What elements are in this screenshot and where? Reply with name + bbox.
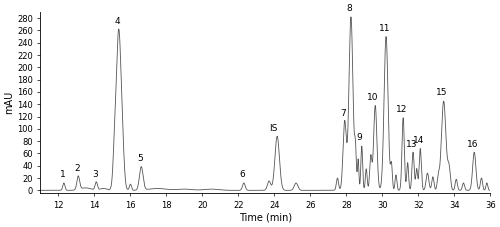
Text: 7: 7 xyxy=(340,109,345,118)
Text: 2: 2 xyxy=(74,164,80,173)
Text: 13: 13 xyxy=(406,140,417,148)
Text: 5: 5 xyxy=(138,154,143,163)
Text: 12: 12 xyxy=(396,105,407,114)
Text: 6: 6 xyxy=(239,170,245,179)
Text: 9: 9 xyxy=(356,133,362,142)
Text: 16: 16 xyxy=(466,140,478,148)
Text: 8: 8 xyxy=(346,4,352,13)
Y-axis label: mAU: mAU xyxy=(4,91,14,114)
Text: 3: 3 xyxy=(92,170,98,179)
Text: 14: 14 xyxy=(413,136,424,145)
Text: 10: 10 xyxy=(367,93,378,102)
X-axis label: Time (min): Time (min) xyxy=(239,213,292,223)
Text: 4: 4 xyxy=(114,17,120,25)
Text: 11: 11 xyxy=(378,24,390,33)
Text: 1: 1 xyxy=(60,170,66,179)
Text: IS: IS xyxy=(270,123,278,133)
Text: 15: 15 xyxy=(436,89,448,97)
